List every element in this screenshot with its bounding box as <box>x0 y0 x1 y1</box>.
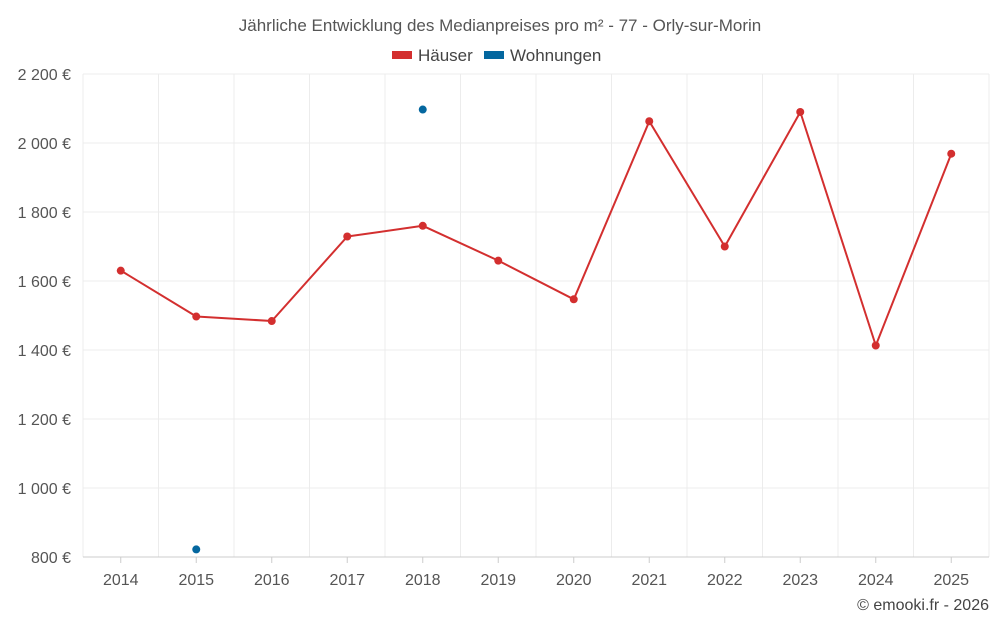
legend: Häuser Wohnungen <box>392 46 601 65</box>
grid <box>82 73 990 557</box>
x-tick-label: 2019 <box>480 572 516 589</box>
data-point-haeuser-2023[interactable] <box>796 107 805 116</box>
data-point-haeuser-2022[interactable] <box>720 242 729 251</box>
x-tick-label: 2025 <box>933 572 969 589</box>
y-tick-label: 1 800 € <box>18 205 71 222</box>
x-tick-label: 2017 <box>329 572 365 589</box>
legend-label-haeuser: Häuser <box>418 46 473 65</box>
x-tick-label: 2024 <box>858 572 894 589</box>
y-tick-label: 2 200 € <box>18 67 71 84</box>
y-tick-label: 800 € <box>31 550 71 567</box>
x-tick-label: 2023 <box>782 572 818 589</box>
x-tick-label: 2016 <box>254 572 290 589</box>
y-tick-label: 1 200 € <box>18 412 71 429</box>
data-point-haeuser-2015[interactable] <box>192 312 201 321</box>
y-tick-label: 1 000 € <box>18 481 71 498</box>
y-tick-label: 2 000 € <box>18 136 71 153</box>
y-tick-label: 1 600 € <box>18 274 71 291</box>
data-point-haeuser-2025[interactable] <box>947 149 956 158</box>
data-point-haeuser-2020[interactable] <box>569 295 578 304</box>
data-point-haeuser-2017[interactable] <box>343 232 352 241</box>
series-wohnungen <box>192 105 427 554</box>
legend-swatch-wohnungen <box>484 51 504 59</box>
data-point-haeuser-2016[interactable] <box>267 317 276 326</box>
x-tick-label: 2021 <box>631 572 667 589</box>
axes: 800 € 1 000 € 1 200 € 1 400 € 1 600 € 1 800 €… <box>18 67 989 589</box>
legend-item-haeuser[interactable]: Häuser <box>392 46 473 65</box>
chart-title: Jährliche Entwicklung des Medianpreises … <box>239 16 761 35</box>
legend-swatch-haeuser <box>392 51 412 59</box>
data-point-haeuser-2019[interactable] <box>494 256 503 265</box>
data-point-wohnungen-2018[interactable] <box>418 105 427 114</box>
x-tick-label: 2014 <box>103 572 139 589</box>
series <box>116 105 956 554</box>
legend-label-wohnungen: Wohnungen <box>510 46 601 65</box>
series-line-haeuser <box>120 111 953 347</box>
data-point-haeuser-2018[interactable] <box>418 221 427 230</box>
x-tick-label: 2018 <box>405 572 441 589</box>
credit-text: © emooki.fr - 2026 <box>857 597 989 614</box>
x-tick-label: 2020 <box>556 572 592 589</box>
data-point-wohnungen-2015[interactable] <box>192 545 201 554</box>
data-point-haeuser-2021[interactable] <box>645 117 654 126</box>
series-haeuser <box>116 107 956 350</box>
x-tick-label: 2022 <box>707 572 743 589</box>
y-tick-label: 1 400 € <box>18 343 71 360</box>
legend-item-wohnungen[interactable]: Wohnungen <box>484 46 601 65</box>
data-point-haeuser-2014[interactable] <box>116 266 125 275</box>
data-point-haeuser-2024[interactable] <box>871 341 880 350</box>
x-tick-label: 2015 <box>178 572 214 589</box>
